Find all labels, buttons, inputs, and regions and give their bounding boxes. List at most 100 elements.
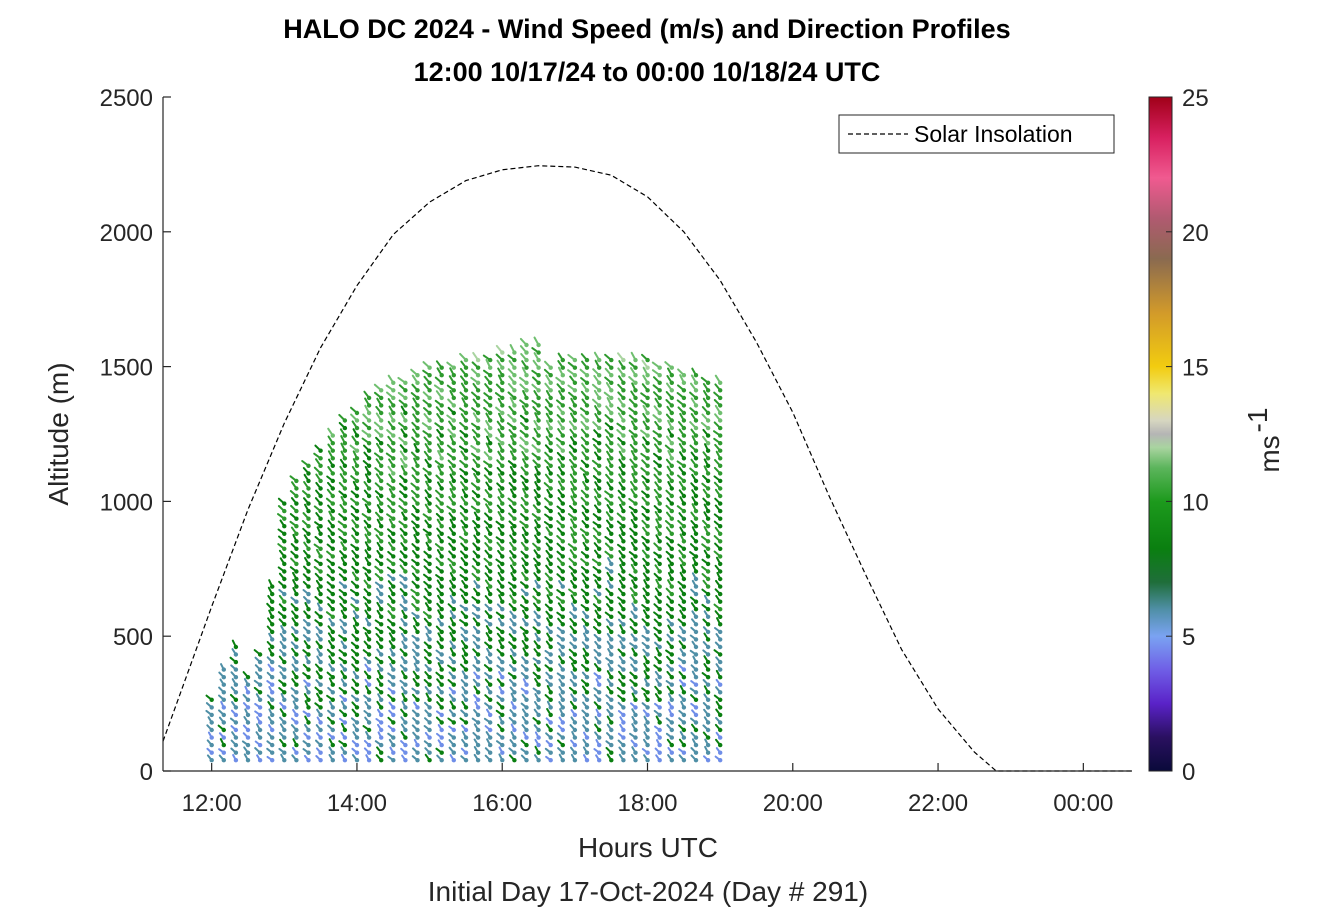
wind-arrow-head (330, 614, 335, 619)
wind-arrow-head (500, 637, 505, 642)
wind-arrow-head (609, 373, 614, 378)
wind-arrow-head (306, 599, 311, 604)
wind-arrow-head (391, 478, 396, 484)
wind-arrow-head (488, 478, 493, 484)
wind-arrow-head (560, 388, 565, 393)
wind-arrow-head (597, 546, 602, 551)
wind-arrow-head (536, 622, 541, 627)
wind-arrow-head (427, 365, 432, 370)
wind-arrow-head (681, 644, 687, 650)
wind-arrow-head (572, 591, 578, 597)
wind-arrow-head (584, 493, 590, 499)
wind-arrow-head (475, 418, 481, 423)
wind-arrow-head (584, 712, 590, 718)
wind-arrow-head (705, 697, 711, 702)
wind-arrow-head (463, 448, 469, 453)
wind-arrow-head (306, 569, 311, 574)
wind-arrow-head (342, 516, 348, 521)
wind-arrow-head (475, 373, 481, 378)
wind-arrow-head (366, 554, 372, 559)
wind-arrow-head (572, 516, 578, 521)
wind-arrow-head (500, 524, 505, 529)
wind-arrow-head (342, 478, 348, 484)
wind-arrow-head (475, 410, 481, 416)
wind-arrow-head (342, 531, 348, 536)
wind-arrow-head (488, 441, 493, 446)
wind-arrow-head (669, 433, 674, 438)
wind-arrow-head (536, 418, 541, 423)
wind-arrow-head (379, 561, 384, 567)
wind-arrow-head (439, 456, 444, 461)
wind-arrow-head (270, 667, 275, 672)
wind-arrow-head (318, 742, 323, 748)
wind-arrow-head (705, 629, 711, 635)
wind-arrow-head (681, 750, 687, 755)
wind-profile (349, 406, 360, 763)
wind-arrow-head (633, 652, 638, 657)
wind-arrow-head (645, 727, 650, 733)
wind-arrow-head (633, 441, 638, 446)
wind-arrow-head (330, 539, 335, 544)
wind-arrow-head (621, 727, 626, 733)
wind-arrow-head (475, 531, 481, 536)
wind-arrow-head (391, 561, 396, 567)
wind-arrow-head (645, 758, 650, 763)
wind-arrow-head (403, 546, 408, 551)
wind-arrow-head (463, 667, 469, 672)
wind-arrow-head (342, 418, 348, 423)
wind-arrow-head (463, 758, 469, 763)
wind-arrow-head (572, 357, 578, 363)
wind-arrow-head (439, 425, 444, 431)
wind-arrow-head (366, 682, 372, 687)
wind-arrow-head (609, 614, 614, 619)
wind-arrow-head (427, 682, 432, 687)
wind-arrow-head (560, 380, 565, 385)
wind-arrow-head (548, 463, 553, 468)
wind-arrow-head (512, 501, 517, 506)
wind-arrow-head (463, 712, 469, 718)
wind-arrow-head (282, 697, 287, 702)
wind-arrow-head (681, 486, 687, 491)
wind-arrow-head (427, 554, 432, 559)
wind-arrow-head (475, 425, 481, 431)
wind-arrow-head (354, 690, 360, 695)
wind-arrow-head (572, 750, 578, 755)
wind-arrow-head (512, 607, 517, 612)
wind-arrow-head (524, 531, 529, 536)
wind-arrow-head (330, 690, 335, 695)
wind-arrow-head (439, 644, 444, 650)
wind-arrow-head (548, 584, 553, 589)
wind-arrow-head (609, 727, 614, 733)
wind-arrow-head (597, 478, 602, 484)
wind-arrow-head (391, 682, 396, 687)
wind-arrow-head (245, 705, 251, 710)
wind-arrow-head (597, 441, 602, 446)
wind-arrow-head (257, 742, 263, 748)
wind-arrow-head (524, 395, 529, 401)
wind-arrow-head (306, 667, 311, 672)
wind-arrow-head (524, 441, 529, 446)
wind-arrow-head (609, 478, 614, 484)
wind-arrow-head (572, 478, 578, 484)
wind-arrow-head (403, 652, 408, 657)
wind-arrow-head (403, 493, 408, 499)
wind-arrow-head (597, 508, 602, 514)
legend-label-solar: Solar Insolation (914, 121, 1073, 147)
wind-arrow-head (306, 637, 311, 642)
wind-arrow-head (282, 584, 287, 589)
wind-arrow-head (524, 373, 529, 378)
wind-arrow-head (306, 629, 311, 635)
wind-arrow-head (572, 644, 578, 650)
wind-arrow-head (718, 705, 723, 710)
wind-arrow-head (693, 758, 699, 763)
wind-arrow-head (475, 524, 481, 529)
wind-arrow-head (536, 644, 541, 650)
wind-arrow-head (633, 539, 638, 544)
wind-arrow-head (669, 524, 674, 529)
wind-arrow-head (705, 614, 711, 619)
wind-arrow-head (597, 735, 602, 740)
wind-arrow-head (366, 493, 372, 499)
wind-arrow-head (233, 667, 239, 672)
wind-arrow-head (294, 554, 299, 559)
wind-arrow-head (693, 682, 699, 687)
